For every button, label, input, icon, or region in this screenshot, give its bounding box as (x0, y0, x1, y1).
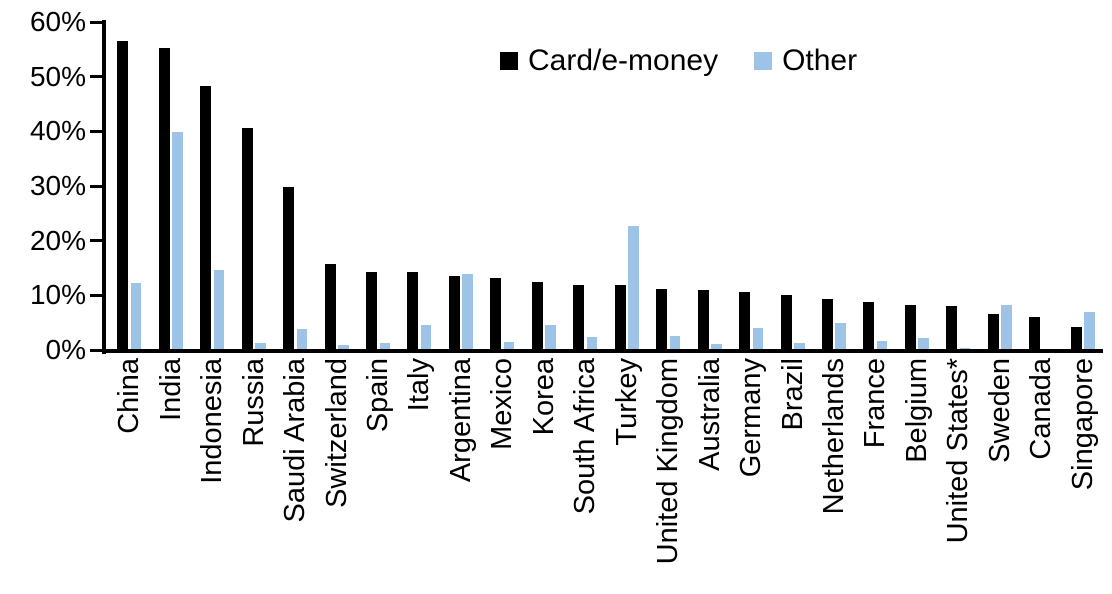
x-axis-category-label: Singapore (1066, 358, 1099, 491)
bar-other (296, 328, 308, 350)
y-axis-tick (90, 348, 105, 352)
bar-other (669, 336, 681, 350)
bar-other (213, 269, 225, 350)
bar-other (628, 225, 639, 350)
bar-other (1084, 312, 1095, 350)
bar-card-e-money (490, 278, 502, 350)
x-axis-category-label: Argentina (444, 358, 477, 483)
y-axis-tick (90, 293, 105, 297)
bar-card-e-money (697, 290, 709, 350)
legend-label-other: Other (782, 44, 858, 77)
x-axis-category-label: France (859, 358, 892, 449)
y-axis-tick (90, 184, 105, 188)
x-axis-category-label: Switzerland (320, 358, 353, 508)
bar-other (835, 322, 846, 350)
bar-card-e-money (1029, 316, 1041, 350)
bar-other (711, 343, 722, 350)
x-axis-category-label: Korea (527, 358, 560, 436)
x-axis-category-label: Saudi Arabia (279, 358, 312, 523)
bar-other (918, 337, 929, 350)
y-axis-tick (90, 129, 105, 133)
bar-other (794, 342, 805, 350)
x-axis-category-label: Mexico (486, 358, 519, 450)
bar-other (379, 343, 390, 350)
x-axis-category-label: China (113, 358, 146, 434)
bar-card-e-money (324, 264, 336, 350)
legend: Card/e-money Other (500, 44, 857, 78)
bar-card-e-money (283, 186, 295, 350)
x-axis-category-label: Brazil (776, 358, 809, 431)
bar-other (130, 282, 142, 350)
y-axis-tick (90, 75, 105, 79)
x-axis-category-label: Russia (237, 358, 270, 447)
bar-card-e-money (448, 276, 460, 350)
bar-card-e-money (821, 299, 833, 350)
bar-card-e-money (780, 294, 792, 350)
bar-other (503, 342, 515, 350)
bar-other (338, 344, 349, 350)
x-axis-category-label: India (154, 358, 187, 421)
bar-card-e-money (158, 48, 170, 350)
x-axis-category-label: Australia (693, 358, 726, 471)
bar-card-e-money (656, 288, 668, 350)
bar-other (752, 328, 764, 350)
bar-card-e-money (200, 85, 212, 350)
x-axis-category-label: Turkey (610, 358, 643, 446)
y-axis-tick-label: 30% (29, 170, 86, 201)
y-axis-tick-label: 60% (29, 6, 86, 37)
y-axis-tick-label: 0% (45, 334, 86, 365)
x-axis-category-label: United States* (942, 358, 975, 544)
x-axis-category-label: Indonesia (196, 358, 229, 484)
legend-item-card-e-money: Card/e-money (500, 44, 718, 78)
other-swatch-icon (754, 52, 773, 70)
x-axis-category-label: Sweden (983, 358, 1016, 463)
bar-card-e-money (573, 284, 585, 350)
y-axis-tick-label: 10% (29, 279, 86, 311)
x-axis-category-label: Belgium (900, 358, 933, 463)
x-axis-category-label: Spain (362, 358, 394, 433)
bar-other (586, 336, 598, 350)
bar-card-e-money (366, 271, 377, 350)
y-axis-tick-label: 50% (29, 60, 86, 92)
y-axis-tick-label: 20% (29, 224, 86, 256)
x-axis-category-label: Italy (403, 358, 436, 412)
x-axis-category-label: Germany (735, 358, 768, 478)
bar-card-e-money (1070, 327, 1082, 350)
bar-other (545, 324, 556, 350)
bar-other (959, 347, 971, 350)
x-axis-line (102, 349, 1103, 353)
bar-card-e-money (117, 41, 129, 350)
bar-card-e-money (407, 272, 419, 350)
legend-label-card-e-money: Card/e-money (528, 44, 719, 77)
bar-other (462, 274, 473, 350)
card-e-money-swatch-icon (500, 52, 518, 70)
bar-card-e-money (531, 282, 543, 350)
bar-card-e-money (904, 304, 916, 350)
bar-other (255, 343, 266, 350)
bar-card-e-money (614, 285, 626, 350)
y-axis-tick-label: 40% (29, 115, 86, 147)
bar-card-e-money (241, 127, 253, 350)
x-axis-category-label: South Africa (569, 358, 602, 515)
bar-card-e-money (946, 306, 958, 350)
x-axis-category-label: Netherlands (817, 358, 850, 515)
legend-item-other: Other (754, 44, 857, 78)
bar-other (172, 132, 183, 350)
x-axis-category-label: United Kingdom (652, 358, 685, 565)
bar-other (876, 341, 888, 350)
bar-card-e-money (863, 301, 875, 350)
bar-card-e-money (987, 313, 999, 350)
bar-other (1001, 305, 1012, 350)
y-axis-tick (90, 239, 105, 243)
x-axis-category-label: Canada (1025, 358, 1058, 460)
y-axis-tick (90, 20, 105, 24)
bar-other (420, 324, 432, 350)
bar-card-e-money (739, 291, 751, 350)
